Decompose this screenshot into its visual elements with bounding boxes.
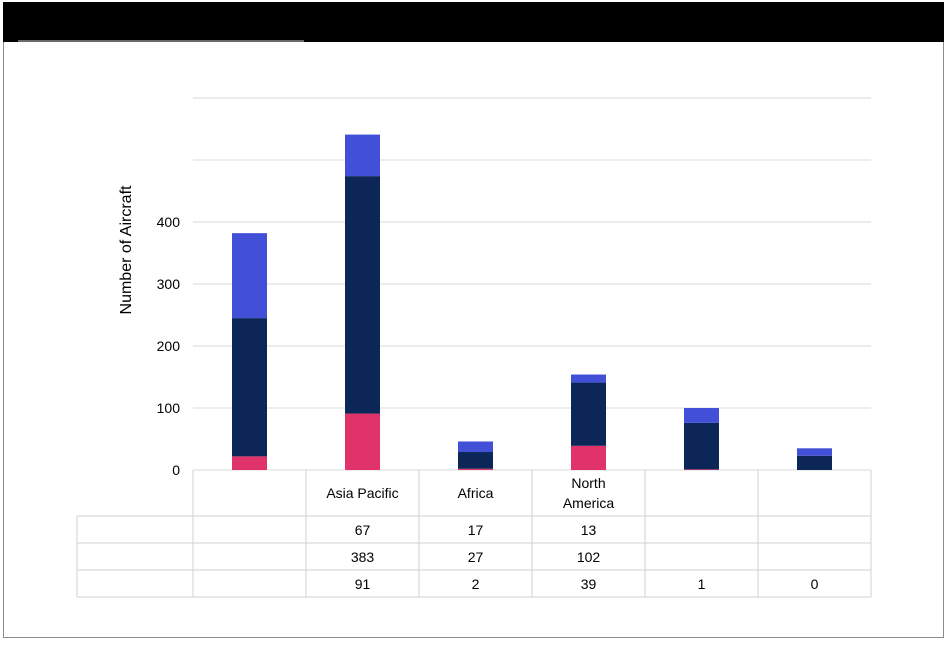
category-label: North: [571, 475, 605, 491]
y-tick-label: 100: [157, 400, 181, 416]
y-tick-label: 200: [157, 338, 181, 354]
category-label: Africa: [458, 485, 494, 501]
table-cell: 0: [811, 576, 819, 592]
bar-segment: [571, 374, 606, 383]
y-axis-label: Number of Aircraft: [118, 185, 135, 314]
table-cell: 2: [472, 576, 480, 592]
bar-segment: [458, 452, 493, 469]
bar-segment: [458, 468, 493, 470]
bars: [232, 134, 832, 470]
category-label: America: [563, 495, 615, 511]
bar-segment: [571, 382, 606, 446]
bar-segment: [684, 469, 719, 470]
bar-segment: [345, 134, 380, 177]
bar-segment: [797, 455, 832, 470]
bar-segment: [797, 448, 832, 456]
category-label: Asia Pacific: [326, 485, 398, 501]
y-tick-label: 400: [157, 214, 181, 230]
table-cell: 27: [468, 549, 484, 565]
title-bar: [3, 2, 944, 42]
table-cell: 13: [581, 522, 597, 538]
table-cell: 1: [698, 576, 706, 592]
table-cell: 39: [581, 576, 597, 592]
table-cell: 102: [577, 549, 601, 565]
y-tick-label: 0: [172, 462, 180, 478]
y-tick-label: 300: [157, 276, 181, 292]
bar-segment: [232, 456, 267, 470]
data-table: Asia Pacific Africa North America 67 17 13 383 2…: [76, 470, 872, 598]
table-cell: 67: [355, 522, 371, 538]
bar-segment: [684, 422, 719, 470]
table-cell: 91: [355, 576, 371, 592]
bar-segment: [345, 413, 380, 470]
bar-segment: [458, 441, 493, 453]
gridlines: [193, 97, 871, 471]
bar-segment: [345, 176, 380, 414]
table-cell: 383: [351, 549, 375, 565]
bar-segment: [571, 445, 606, 470]
bar-segment: [684, 408, 719, 423]
table-cell: 17: [468, 522, 484, 538]
y-tick-labels: 0 100 200 300 400: [157, 214, 181, 478]
title-underline: [18, 40, 304, 42]
bar-segment: [232, 318, 267, 457]
bar-segment: [232, 233, 267, 319]
chart-frame: [3, 2, 944, 638]
